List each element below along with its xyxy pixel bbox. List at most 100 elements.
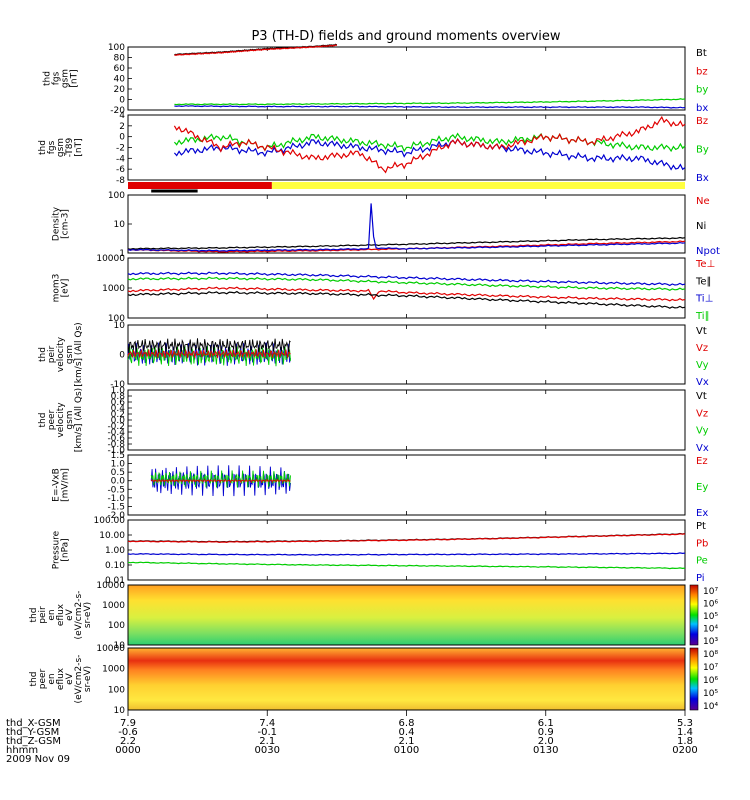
peer-velocity-ytick-label: -0.2 bbox=[107, 422, 125, 432]
bottom-row-value: 0000 bbox=[115, 745, 140, 756]
bottom-row-value: -0.6 bbox=[118, 727, 138, 738]
temp-legend-entry: Ti∥ bbox=[695, 311, 710, 322]
peir-spectrogram-image bbox=[128, 585, 685, 645]
fgs-ytick-label: 100 bbox=[108, 43, 125, 53]
efield-ytick-label: -2.0 bbox=[107, 511, 125, 521]
peir-spectrogram-colorbar-tick: 10⁷ bbox=[703, 587, 718, 597]
peir-velocity-ytick-label: -10 bbox=[110, 380, 125, 390]
peir-spectrogram-colorbar-tick: 10⁵ bbox=[703, 612, 718, 622]
peer-spectrogram-ylabel-line: eV bbox=[65, 672, 75, 685]
fgs-ytick-label: 40 bbox=[114, 75, 126, 85]
bottom-row-label: hhmm bbox=[6, 745, 38, 756]
efield-ytick-label: 1.5 bbox=[111, 451, 125, 461]
peer-spectrogram-ytick-label: 10 bbox=[114, 706, 126, 716]
peir-velocity-ytick-label: 10 bbox=[114, 321, 126, 331]
peir-velocity-ytick-label: 0 bbox=[119, 351, 125, 361]
fgs-legend-entry: by bbox=[696, 85, 708, 96]
bottom-row-value: 7.4 bbox=[259, 718, 275, 729]
fgs-ylabel-line: gsm bbox=[61, 69, 71, 88]
temp-legend-entry: Te∥ bbox=[695, 276, 712, 287]
fgs-t89-legend-entry: By bbox=[696, 145, 709, 156]
date-label: 2009 Nov 09 bbox=[6, 754, 70, 765]
peir-velocity-legend-entry: Vt bbox=[696, 326, 707, 337]
peer-spectrogram-ytick-label: 1000 bbox=[102, 665, 125, 675]
bottom-row-value: 6.8 bbox=[399, 718, 415, 729]
peir-velocity-ylabel-line: gsm bbox=[65, 345, 75, 364]
fgs-ytick-label: 60 bbox=[114, 64, 126, 74]
bottom-row-value: 0030 bbox=[255, 745, 280, 756]
fgs-t89-ytick-label: 0 bbox=[119, 133, 125, 143]
temp-ytick-label: 1000 bbox=[102, 284, 125, 294]
efield-ytick-label: -1.5 bbox=[107, 502, 125, 512]
temp-ylabel-line: mom3 bbox=[52, 274, 62, 303]
efield-ytick-label: 0.0 bbox=[111, 477, 126, 487]
peer-spectrogram-ylabel-line: sr-eV) bbox=[83, 666, 93, 692]
fgs-ytick-label: 0 bbox=[119, 96, 125, 106]
peir-spectrogram-ylabel-line: thd bbox=[29, 608, 39, 623]
bottom-row-value: 2.1 bbox=[259, 736, 275, 747]
peir-spectrogram-ylabel-line: (eV/cm2-s- bbox=[74, 591, 84, 640]
peir-velocity-series bbox=[127, 338, 291, 353]
efield-legend-entry: Ex bbox=[696, 508, 708, 519]
peer-spectrogram-colorbar-tick: 10⁶ bbox=[703, 676, 718, 686]
peir-velocity-ylabel-line: thd bbox=[38, 347, 48, 362]
peer-spectrogram-colorbar-tick: 10⁷ bbox=[703, 663, 718, 673]
bottom-row-value: 7.9 bbox=[120, 718, 136, 729]
temp-series-Ti⊥ bbox=[127, 271, 686, 287]
peer-velocity-ytick-label: -1.0 bbox=[107, 446, 125, 456]
peir-spectrogram-ylabel-line: en bbox=[47, 609, 57, 620]
peir-velocity-legend-entry: Vz bbox=[696, 343, 708, 354]
temp-ylabel-line: [eV] bbox=[61, 279, 71, 298]
bottom-row-value: 2.2 bbox=[120, 736, 136, 747]
density-ytick-label: 1 bbox=[119, 249, 125, 259]
peer-spectrogram-colorbar-tick: 10⁵ bbox=[703, 689, 718, 699]
mode-bar-segment bbox=[128, 182, 272, 189]
pressure-ytick-label: 0.01 bbox=[105, 576, 125, 586]
peer-velocity-ytick-label: 0.8 bbox=[111, 392, 126, 402]
pressure-ylabel-line: Pressure bbox=[52, 530, 62, 569]
peer-spectrogram-ytick-label: 10000 bbox=[96, 644, 125, 654]
bottom-row-label: thd_Y-GSM bbox=[6, 727, 59, 738]
bottom-row-value: 0200 bbox=[672, 745, 697, 756]
fgs-t89-series-Bz bbox=[173, 115, 686, 174]
pressure-ytick-label: 10.00 bbox=[99, 531, 125, 541]
pressure-series-Pb bbox=[127, 533, 686, 544]
mode-bar-segment bbox=[271, 182, 685, 189]
bottom-row-label: thd_X-GSM bbox=[6, 718, 61, 729]
density-legend-entry: Npot bbox=[696, 246, 720, 257]
peir-spectrogram-ylabel-line: sr-eV) bbox=[83, 602, 93, 628]
fgs-series-bx bbox=[174, 105, 686, 109]
temp-ytick-label: 100 bbox=[108, 314, 125, 324]
peer-velocity-ytick-label: 0.0 bbox=[111, 416, 126, 426]
peer-velocity-frame bbox=[127, 389, 686, 451]
efield-ylabel-line: [mV/m] bbox=[61, 468, 71, 502]
fgs-series-bz bbox=[174, 44, 338, 56]
fgs-series-by bbox=[174, 98, 686, 106]
peer-velocity-ylabel-line: thd bbox=[38, 413, 48, 428]
fgs-t89-ylabel-line: gsm bbox=[56, 138, 66, 157]
fgs-ytick-label: 20 bbox=[114, 85, 126, 95]
peir-velocity-legend-entry: Vx bbox=[696, 377, 709, 388]
peer-velocity-ytick-label: 1.0 bbox=[111, 386, 126, 396]
peir-velocity-ylabel-line: [km/s] (All Qs) bbox=[74, 322, 84, 386]
pressure-legend-entry: Pi bbox=[696, 573, 705, 584]
fgs-ylabel-line: thd bbox=[43, 71, 53, 86]
temp-series-Te∥ bbox=[127, 290, 686, 309]
efield-legend-entry: Ez bbox=[696, 456, 708, 467]
bottom-row-value: 1.4 bbox=[677, 727, 693, 738]
density-series-Ni bbox=[127, 236, 686, 250]
fgs-t89-series-Bx bbox=[173, 137, 686, 171]
fgs-t89-ylabel-line: thd bbox=[38, 140, 48, 155]
peer-velocity-ytick-label: -0.4 bbox=[107, 428, 125, 438]
density-legend-entry: Ni bbox=[696, 221, 706, 232]
pressure-legend-entry: Pt bbox=[696, 521, 706, 532]
pressure-series-Pi bbox=[127, 552, 686, 556]
density-ylabel-line: Density bbox=[52, 206, 62, 241]
peir-spectrogram-ylabel-line: eV bbox=[65, 608, 75, 621]
peer-velocity-ylabel-line: peer bbox=[47, 409, 57, 430]
efield-ytick-label: -0.5 bbox=[107, 485, 125, 495]
peer-velocity-ytick-label: 0.2 bbox=[111, 410, 125, 420]
peir-spectrogram-ytick-label: 1000 bbox=[102, 601, 125, 611]
fgs-t89-ytick-label: -6 bbox=[116, 165, 125, 175]
